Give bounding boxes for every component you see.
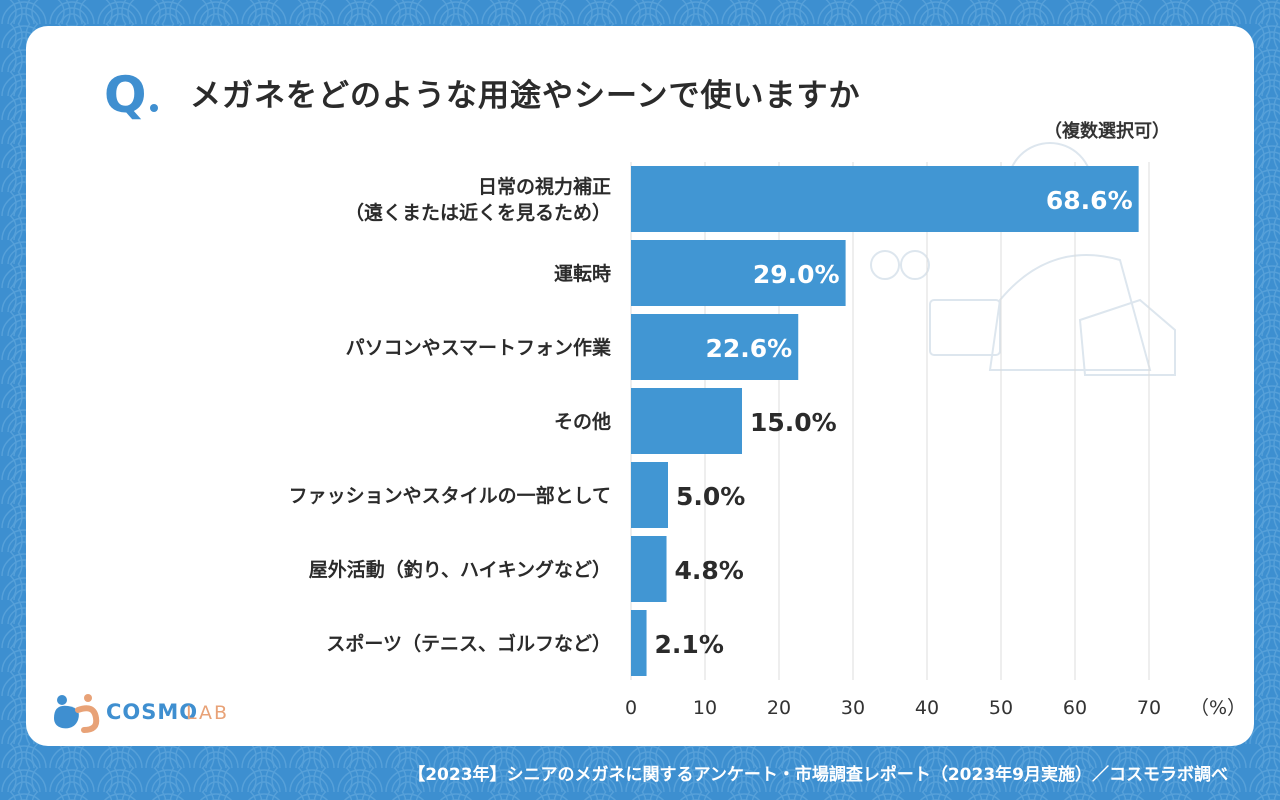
x-tick-label: 20 [767, 697, 791, 719]
question-title: メガネをどのような用途やシーンで使いますか [190, 78, 861, 114]
bar [631, 536, 667, 602]
logo-word-lab: LAB [186, 702, 230, 724]
bar [631, 462, 668, 528]
category-label: パソコンやスマートフォン作業 [346, 336, 612, 359]
bar-value-label: 15.0% [750, 408, 837, 437]
question-mark-label: Q [104, 66, 147, 124]
x-tick-label: 70 [1137, 697, 1161, 719]
category-label: 日常の視力補正 [478, 175, 611, 198]
category-label: スポーツ（テニス、ゴルフなど） [326, 632, 611, 655]
cosmo-lab-logo: COSMO LAB [48, 690, 248, 734]
bar-value-label: 2.1% [655, 630, 724, 659]
cosmo-lab-logo-icon [54, 694, 100, 733]
category-label: その他 [554, 410, 611, 433]
multiple-choice-note: （複数選択可） [1044, 121, 1170, 142]
logo-word-cosmo: COSMO [106, 700, 199, 724]
x-tick-label: 60 [1063, 697, 1087, 719]
bar [631, 240, 846, 306]
x-tick-label: 0 [625, 697, 637, 719]
bar-value-label: 4.8% [675, 556, 744, 585]
x-tick-label: 10 [693, 697, 717, 719]
bar [631, 388, 742, 454]
x-tick-label: 50 [989, 697, 1013, 719]
bar [631, 314, 799, 380]
x-tick-label: 40 [915, 697, 939, 719]
x-tick-label: 30 [841, 697, 865, 719]
question-dot [150, 104, 158, 112]
x-axis-unit-label: （%） [1190, 697, 1246, 719]
bar-value-label: 68.6% [1046, 186, 1133, 215]
category-label: 運転時 [554, 263, 611, 285]
bar-value-label: 29.0% [753, 260, 840, 289]
source-footer: 【2023年】シニアのメガネに関するアンケート・市場調査レポート（2023年9月… [408, 765, 1228, 785]
bar [631, 610, 647, 676]
category-label: 屋外活動（釣り、ハイキングなど） [309, 558, 611, 581]
category-label: （遠くまたは近くを見るため） [345, 201, 611, 224]
bar-value-label: 22.6% [706, 334, 793, 363]
bar-value-label: 5.0% [676, 482, 745, 511]
category-label: ファッションやスタイルの一部として [289, 484, 611, 507]
bar [631, 166, 1139, 232]
